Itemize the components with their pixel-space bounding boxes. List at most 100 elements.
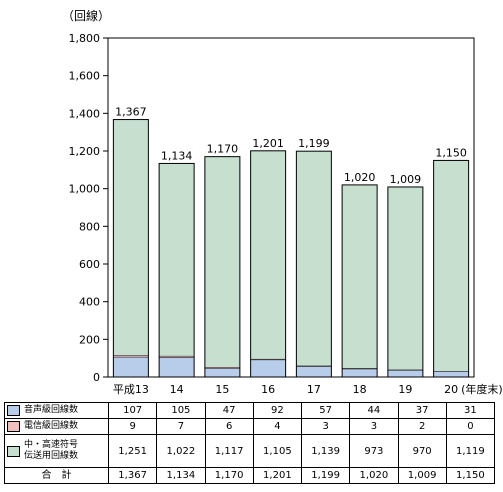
table-cell: 1,119 bbox=[445, 434, 496, 468]
x-axis-year-suffix: (年度末) bbox=[461, 382, 503, 396]
legend-label-cell: 音声級回線数 bbox=[4, 402, 109, 419]
table-cell: 1,105 bbox=[252, 434, 303, 468]
bar-outline bbox=[341, 184, 378, 378]
y-tick-label: 0 bbox=[93, 371, 100, 384]
table-cell: 1,134 bbox=[156, 467, 206, 484]
plot-area: 0 200 400 600 800 1,000 1,200 1,400 1,600 1,800 1,… bbox=[69, 32, 503, 396]
bar-total-label: 1,020 bbox=[344, 171, 376, 184]
bar-outline bbox=[250, 150, 287, 378]
bar-segment-1 bbox=[342, 368, 378, 377]
x-tick-label: 平成13 bbox=[113, 383, 149, 396]
table-cell: 3 bbox=[349, 418, 399, 435]
bar-total-label: 1,150 bbox=[435, 146, 467, 159]
x-tick-label: 14 bbox=[170, 383, 184, 396]
x-tick-label: 15 bbox=[215, 383, 229, 396]
bar-segment-3 bbox=[387, 186, 423, 370]
bar-total-label: 1,134 bbox=[161, 149, 193, 162]
bar-segment-3 bbox=[342, 184, 378, 369]
bar-segment-1 bbox=[433, 371, 469, 377]
bar-segment-1 bbox=[113, 356, 149, 377]
table-cell: 1,020 bbox=[349, 467, 399, 484]
bar-segment-2 bbox=[204, 367, 240, 369]
x-tick-label: 16 bbox=[261, 383, 275, 396]
total-label-cell: 合 計 bbox=[4, 467, 109, 484]
x-tick-label: 18 bbox=[353, 383, 367, 396]
table-cell: 1,022 bbox=[156, 434, 206, 468]
legend-swatch bbox=[7, 420, 20, 432]
table-row: 電信級回線数 9 7 6 4 3 3 2 0 bbox=[4, 418, 496, 435]
x-tick-label: 17 bbox=[307, 383, 321, 396]
bar-segment-3 bbox=[433, 160, 469, 372]
bar-segment-3 bbox=[113, 119, 149, 356]
table-cell: 47 bbox=[204, 402, 254, 419]
plot-frame bbox=[107, 37, 475, 378]
table-cell: 44 bbox=[349, 402, 399, 419]
table-cell: 0 bbox=[445, 418, 496, 435]
bar-total-label: 1,170 bbox=[207, 143, 239, 156]
legend-swatch bbox=[7, 445, 20, 457]
bar-total-label: 1,367 bbox=[115, 106, 147, 119]
bar-segment-1 bbox=[250, 359, 286, 377]
y-tick-label: 400 bbox=[79, 296, 100, 309]
bar-outline bbox=[112, 119, 149, 378]
table-cell: 1,170 bbox=[204, 467, 254, 484]
y-tick-label: 800 bbox=[79, 220, 100, 233]
legend-label-cell: 中・高速符号 伝送用回線数 bbox=[4, 434, 109, 468]
table-cell: 31 bbox=[445, 402, 496, 419]
y-tick-label: 1,400 bbox=[69, 107, 101, 120]
table-cell: 3 bbox=[300, 418, 351, 435]
bar-total-label: 1,199 bbox=[298, 137, 330, 150]
bar-outline bbox=[204, 156, 241, 378]
table-cell: 6 bbox=[204, 418, 254, 435]
table-cell: 1,201 bbox=[252, 467, 303, 484]
y-tick-label: 600 bbox=[79, 258, 100, 271]
table-cell: 1,150 bbox=[445, 467, 496, 484]
legend-label: 音声級回線数 bbox=[24, 404, 79, 415]
table-cell: 9 bbox=[107, 418, 158, 435]
table-cell: 1,367 bbox=[107, 467, 158, 484]
bar-segment-1 bbox=[159, 357, 195, 377]
table-cell: 970 bbox=[397, 434, 447, 468]
table-cell: 1,139 bbox=[300, 434, 351, 468]
table-cell: 7 bbox=[156, 418, 206, 435]
legend-label-cell: 電信級回線数 bbox=[4, 418, 109, 435]
table-row: 中・高速符号 伝送用回線数 1,251 1,022 1,117 1,105 1,139 973… bbox=[4, 434, 496, 468]
bar-segment-2 bbox=[159, 355, 195, 358]
table-cell: 107 bbox=[107, 402, 158, 419]
bar-outline bbox=[433, 159, 470, 378]
data-table: 音声級回線数 107 105 47 92 57 44 37 31 電信級回線数 9 7 6 4 3 3 2 0 中・… bbox=[4, 402, 496, 484]
table-cell: 92 bbox=[252, 402, 303, 419]
legend-swatch bbox=[7, 404, 20, 416]
table-cell: 37 bbox=[397, 402, 447, 419]
bar-segment-1 bbox=[296, 366, 332, 377]
table-row: 音声級回線数 107 105 47 92 57 44 37 31 bbox=[4, 402, 496, 419]
bar-segment-1 bbox=[387, 370, 423, 377]
table-cell: 2 bbox=[397, 418, 447, 435]
x-tick-label: 20 bbox=[444, 383, 458, 396]
bar-outline bbox=[387, 186, 424, 378]
x-tick-label: 19 bbox=[398, 383, 412, 396]
bar-outline bbox=[295, 150, 332, 378]
bar-segment-3 bbox=[296, 151, 332, 366]
bar-segment-3 bbox=[250, 150, 286, 359]
bar-segment-3 bbox=[159, 163, 195, 356]
bar-segment-3 bbox=[204, 156, 240, 368]
legend-label: 中・高速符号 伝送用回線数 bbox=[24, 440, 79, 461]
bar-total-label: 1,009 bbox=[390, 173, 422, 186]
y-tick-label: 1,000 bbox=[69, 183, 101, 196]
y-tick-label: 200 bbox=[79, 333, 100, 346]
table-cell: 1,251 bbox=[107, 434, 158, 468]
y-tick-label: 1,200 bbox=[69, 145, 101, 158]
bar-segment-1 bbox=[204, 368, 240, 377]
table-cell: 1,199 bbox=[300, 467, 351, 484]
table-cell: 1,009 bbox=[397, 467, 447, 484]
y-tick-label: 1,600 bbox=[69, 70, 101, 83]
y-tick-label: 1,800 bbox=[69, 32, 101, 45]
table-cell: 973 bbox=[349, 434, 399, 468]
y-axis-unit-label: （回線） bbox=[62, 8, 110, 23]
bar-outline bbox=[158, 162, 195, 378]
bar-segment-2 bbox=[113, 355, 149, 357]
legend-label: 電信級回線数 bbox=[24, 420, 79, 431]
table-cell: 1,117 bbox=[204, 434, 254, 468]
table-cell: 4 bbox=[252, 418, 303, 435]
